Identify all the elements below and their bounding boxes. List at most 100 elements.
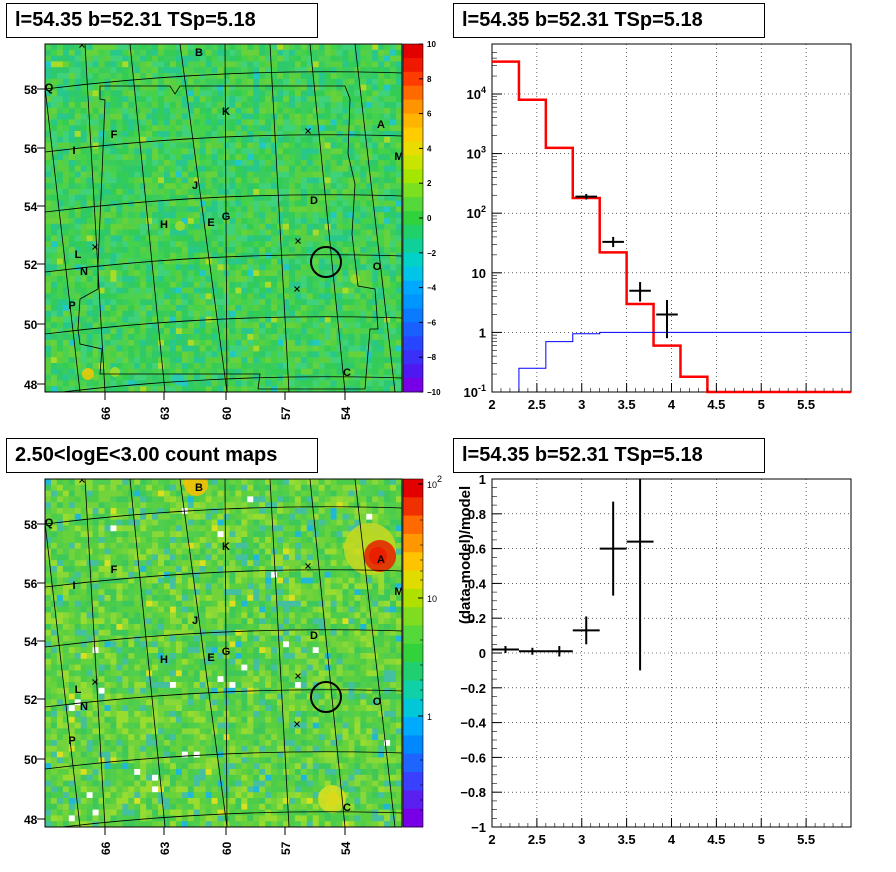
y-tick-label: 103 — [467, 145, 486, 162]
x-tick-label: 2.5 — [528, 397, 546, 412]
source-label: I — [72, 580, 75, 592]
source-label: N — [80, 266, 88, 278]
y-tick-label: 10 — [472, 266, 486, 281]
source-label: J — [192, 615, 198, 627]
colorbar-tick-label: 10 — [427, 40, 436, 49]
colorbar-tick-label: 10 — [427, 594, 437, 604]
source-label: K — [222, 541, 230, 553]
x-tick-label: 63 — [158, 841, 172, 855]
y-tick-label: 0.4 — [468, 576, 487, 591]
target-circle — [310, 681, 342, 713]
residual-ratio-plot: 2 2.5 3 3.5 4 4.5 5 5.5 1 0.8 0.6 0.4 0.2 0 −0.2 −0.4 −0… — [457, 472, 852, 847]
y-tick-label: −1 — [471, 820, 486, 835]
x-tick-label: 2.5 — [528, 832, 546, 847]
colorbar-tick-label: 0 — [427, 214, 432, 223]
source-label: Q — [45, 517, 54, 529]
y-tick-label: 52 — [24, 258, 38, 272]
y-tick-label: −0.2 — [460, 681, 486, 696]
colorbar-tick-label: −4 — [427, 284, 437, 293]
x-tick-label: 5.5 — [797, 397, 815, 412]
colorbar-tick-label: −10 — [427, 388, 441, 397]
map-frame — [44, 43, 403, 393]
x-tick-label: 66 — [99, 841, 113, 855]
y-tick-label: −0.6 — [460, 750, 486, 765]
colorbar-tick-label: −8 — [427, 353, 437, 362]
x-tick-label: 4 — [668, 832, 676, 847]
x-tick-label: 3.5 — [618, 832, 636, 847]
y-tick-label: 58 — [24, 83, 38, 97]
colorbar-frame — [402, 478, 424, 828]
source-label: O — [373, 696, 382, 708]
source-label: L — [75, 684, 82, 696]
source-label: M — [394, 151, 403, 163]
y-tick-label: 10-1 — [464, 383, 486, 400]
y-tick-label: 0.2 — [468, 611, 486, 626]
source-label: G — [222, 211, 231, 223]
y-tick-label: 52 — [24, 693, 38, 707]
source-label: H — [160, 654, 168, 666]
x-marker — [305, 128, 311, 134]
source-label: C — [343, 802, 351, 814]
source-label: O — [373, 261, 382, 273]
x-marker — [294, 286, 300, 292]
y-tick-label: −0.4 — [460, 716, 486, 731]
y-tick-label: 104 — [467, 85, 486, 102]
x-marker — [295, 238, 301, 244]
model-total-line — [492, 60, 851, 394]
x-tick-label: 5 — [758, 397, 765, 412]
source-label: B — [195, 482, 203, 494]
x-tick-label: 57 — [279, 406, 293, 420]
y-tick-label: 54 — [24, 635, 38, 649]
source-label: H — [160, 219, 168, 231]
source-label: Q — [45, 82, 54, 94]
y-tick-label: 56 — [24, 577, 38, 591]
x-marker — [305, 563, 311, 569]
y-tick-label: 1 — [479, 472, 486, 487]
map-frame — [44, 478, 403, 828]
colorbar-tick-label: −6 — [427, 318, 437, 327]
source-label: D — [310, 630, 318, 642]
source-label: B — [195, 47, 203, 59]
x-tick-label: 2 — [488, 397, 495, 412]
source-label: I — [72, 145, 75, 157]
x-tick-label: 5 — [758, 832, 765, 847]
target-circle — [310, 246, 342, 278]
source-label: A — [377, 554, 385, 566]
x-marker — [79, 479, 85, 483]
x-marker — [79, 44, 85, 48]
source-label: G — [222, 646, 231, 658]
source-label: M — [394, 586, 403, 598]
bottom-right-title: l=54.35 b=52.31 TSp=5.18 — [453, 438, 765, 473]
x-marker — [92, 679, 98, 685]
y-tick-label: 50 — [24, 318, 38, 332]
y-tick-label: −0.8 — [460, 785, 486, 800]
colorbar-tick-label: 1 — [427, 712, 432, 722]
colorbar-tick-label: 6 — [427, 110, 432, 119]
x-tick-label: 66 — [99, 406, 113, 420]
x-tick-label: 3 — [578, 832, 585, 847]
colorbar-tick-label: 8 — [427, 75, 432, 84]
x-tick-label: 60 — [220, 841, 234, 855]
x-tick-label: 3.5 — [618, 397, 636, 412]
x-tick-label: 57 — [279, 841, 293, 855]
x-tick-label: 4.5 — [707, 397, 725, 412]
model-component-line — [518, 331, 851, 392]
bottom-left-title: 2.50<logE<3.00 count maps — [6, 438, 318, 473]
top-right-title: l=54.35 b=52.31 TSp=5.18 — [453, 3, 765, 38]
source-label: N — [80, 701, 88, 713]
source-label: F — [111, 564, 118, 576]
x-marker — [294, 721, 300, 727]
source-label: F — [111, 129, 118, 141]
x-tick-label: 2 — [488, 832, 495, 847]
y-tick-label: 48 — [24, 813, 38, 827]
source-label: A — [377, 119, 385, 131]
x-tick-label: 4.5 — [707, 832, 725, 847]
y-tick-label: 0.6 — [468, 542, 486, 557]
source-label: E — [207, 652, 214, 664]
source-label: E — [207, 217, 214, 229]
x-tick-label: 54 — [339, 841, 353, 855]
y-tick-label: 1 — [479, 325, 486, 340]
top-left-title: l=54.35 b=52.31 TSp=5.18 — [6, 3, 318, 38]
source-label: P — [68, 735, 75, 747]
